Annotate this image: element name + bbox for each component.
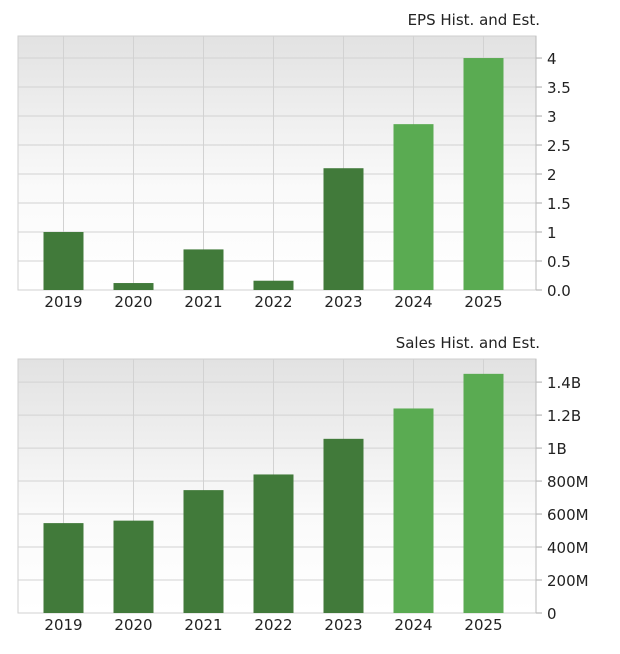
bar-2022[interactable]: [253, 474, 294, 613]
bar-2022[interactable]: [253, 280, 294, 290]
y-tick-label: 800M: [547, 473, 589, 491]
x-tick-label: 2021: [184, 293, 222, 311]
y-tick-label: 4: [547, 50, 557, 68]
bar-2020[interactable]: [113, 520, 154, 613]
bar-2021[interactable]: [183, 249, 224, 290]
y-tick-label: 600M: [547, 506, 589, 524]
y-tick-label: 200M: [547, 572, 589, 590]
eps-chart-title: EPS Hist. and Est.: [408, 11, 540, 29]
x-tick-label: 2023: [324, 293, 362, 311]
y-tick-label: 400M: [547, 539, 589, 557]
sales-chart: 0 200M 400M 600M 800M 1B 1.2B 1.4B 2019 2020 2021 2…: [17, 358, 589, 634]
bar-2024[interactable]: [393, 124, 434, 290]
bar-2021[interactable]: [183, 490, 224, 613]
y-tick-label: 3.5: [547, 79, 571, 97]
bar-2019[interactable]: [43, 523, 84, 613]
x-tick-label: 2019: [44, 293, 82, 311]
y-tick-label: 2.5: [547, 137, 571, 155]
bar-2023[interactable]: [323, 168, 364, 290]
bar-2020[interactable]: [113, 283, 154, 290]
x-tick-label: 2023: [324, 616, 362, 634]
bar-2019[interactable]: [43, 232, 84, 290]
x-tick-label: 2019: [44, 616, 82, 634]
y-tick-label: 1.2B: [547, 407, 581, 425]
y-tick-label: 0.5: [547, 253, 571, 271]
bar-2024[interactable]: [393, 408, 434, 613]
y-tick-label: 1B: [547, 440, 567, 458]
sales-chart-title: Sales Hist. and Est.: [396, 334, 540, 352]
y-tick-label: 0: [547, 605, 557, 623]
bar-2025[interactable]: [463, 58, 504, 290]
x-tick-label: 2025: [464, 293, 502, 311]
plot-area: [17, 35, 537, 291]
x-tick-label: 2020: [114, 616, 152, 634]
bar-2025[interactable]: [463, 373, 504, 613]
x-tick-label: 2022: [254, 616, 292, 634]
bar-2023[interactable]: [323, 438, 364, 613]
y-tick-label: 2: [547, 166, 557, 184]
y-tick-label: 1.4B: [547, 374, 581, 392]
x-tick-label: 2025: [464, 616, 502, 634]
x-tick-label: 2020: [114, 293, 152, 311]
eps-chart: 0.0 0.5 1 1.5 2 2.5 3 3.5 4 2019 2020 2021 2022 2023 2…: [17, 35, 571, 311]
x-tick-label: 2022: [254, 293, 292, 311]
x-tick-label: 2021: [184, 616, 222, 634]
y-tick-label: 3: [547, 108, 557, 126]
y-tick-label: 0.0: [547, 282, 571, 300]
y-tick-label: 1: [547, 224, 557, 242]
x-tick-label: 2024: [394, 616, 432, 634]
x-tick-label: 2024: [394, 293, 432, 311]
y-tick-label: 1.5: [547, 195, 571, 213]
